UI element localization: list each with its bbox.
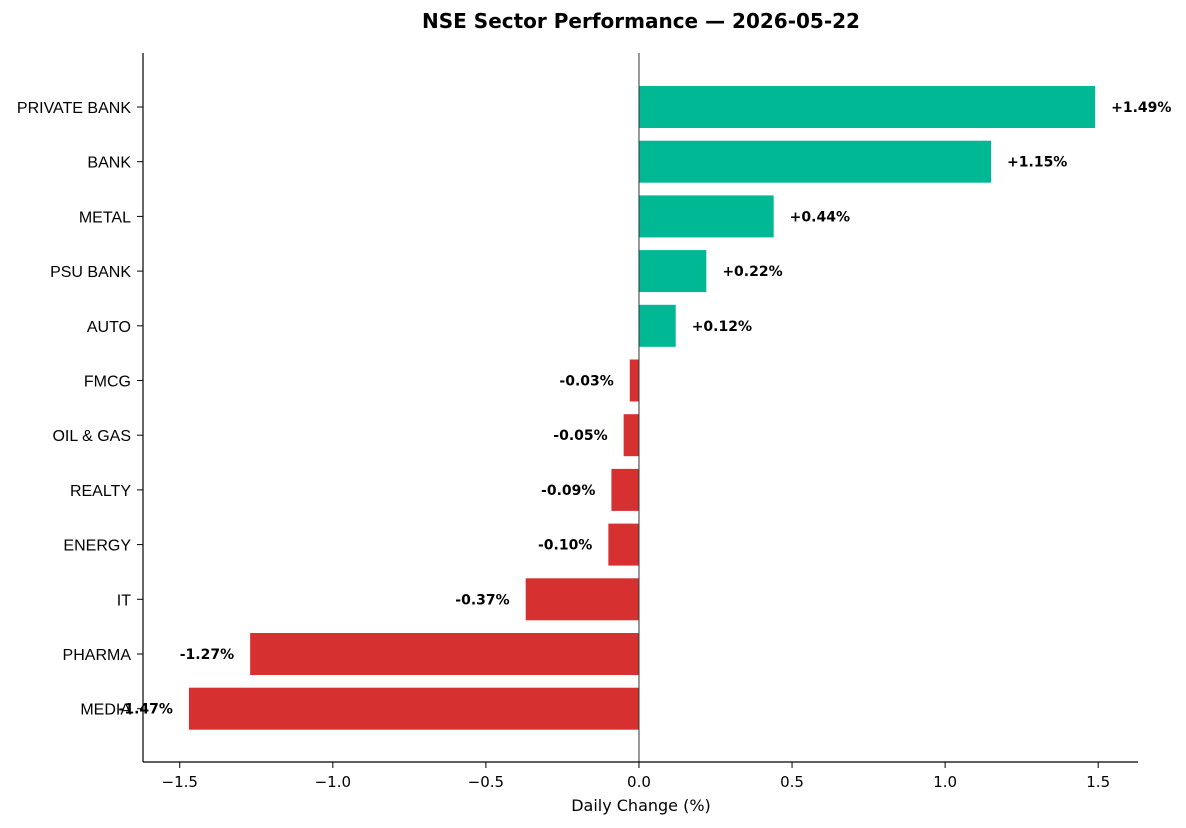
bar-auto [638,304,676,347]
bar-oil-gas [623,414,639,457]
category-label: OIL & GAS [52,428,131,445]
bar-realty [611,468,639,511]
value-label: -0.37% [455,592,509,608]
category-label: METAL [79,209,131,226]
category-label: FMCG [84,374,131,391]
value-label: -0.09% [541,483,595,499]
value-label: +0.12% [692,319,752,335]
x-tick-label: 1.5 [1086,773,1110,791]
bar-fmcg [629,359,639,402]
value-label: +1.49% [1111,100,1171,116]
category-label: REALTY [70,483,131,500]
category-label: PHARMA [63,647,132,664]
category-label: AUTO [87,319,131,336]
bar-media [188,687,639,730]
value-label: +0.44% [790,209,850,225]
category-label: PSU BANK [50,264,131,281]
bar-metal [638,195,774,238]
value-labels-group: +1.49% +1.15% +0.44% +0.22% +0.12% -0.03% -0.0… [119,100,1172,718]
value-label: -0.05% [553,428,607,444]
x-axis-label: Daily Change (%) [571,796,711,815]
x-tick-label: −1.5 [162,773,198,791]
value-label: -0.10% [538,538,592,554]
chart-title: NSE Sector Performance — 2026-05-22 [422,9,860,33]
bar-private-bank [638,86,1096,128]
bar-it [525,578,639,621]
category-label: BANK [87,155,131,172]
x-tick-label: −0.5 [468,773,504,791]
category-labels-group: PRIVATE BANK BANK METAL PSU BANK AUTO FMCG OIL… [17,100,143,719]
value-label: -0.03% [559,374,613,390]
value-label: -1.47% [119,702,173,718]
bars-group [188,86,1096,730]
x-tick-label: 0.0 [627,773,651,791]
category-label: IT [117,592,131,609]
category-label: ENERGY [63,538,131,555]
x-ticks-group: −1.5 −1.0 −0.5 0.0 0.5 1.0 1.5 [162,762,1110,791]
bar-bank [638,140,992,183]
value-label: -1.27% [180,647,234,663]
value-label: +0.22% [722,264,782,280]
bar-pharma [250,633,639,675]
x-tick-label: 0.5 [780,773,804,791]
x-tick-label: −1.0 [315,773,351,791]
category-label: MEDIA [80,702,131,719]
value-label: +1.15% [1007,155,1067,171]
category-label: PRIVATE BANK [17,100,131,117]
bar-psu-bank [638,250,707,293]
bar-energy [608,523,639,566]
x-tick-label: 1.0 [933,773,957,791]
